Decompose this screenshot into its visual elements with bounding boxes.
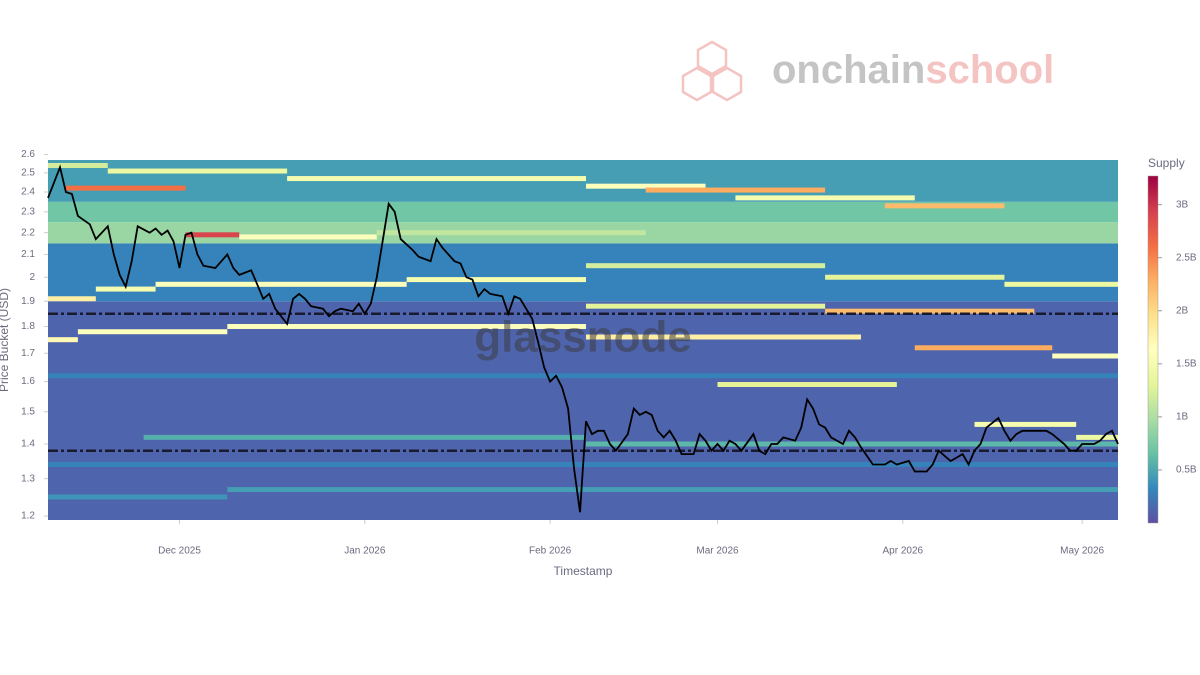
heat-cell [376, 230, 646, 236]
y-tick-label: 2.6 [21, 149, 35, 160]
y-tick-label: 2.3 [21, 207, 35, 218]
heat-cell [239, 234, 377, 240]
heat-cell [825, 274, 1005, 280]
heat-row [48, 201, 1118, 223]
x-tick-label: Mar 2026 [696, 546, 739, 557]
heat-cell [48, 337, 78, 343]
x-tick-label: May 2026 [1060, 546, 1104, 557]
brand-part: school [925, 48, 1054, 92]
y-tick-label: 2.2 [21, 227, 35, 238]
heat-cell [645, 187, 826, 193]
heat-cell [48, 162, 108, 168]
heat-cell [585, 334, 861, 340]
heat-cell [717, 382, 897, 388]
heat-cell [585, 441, 1118, 447]
heat-cell [1004, 281, 1118, 287]
colorbar [1147, 175, 1159, 524]
heat-row [48, 243, 1118, 302]
y-tick-label: 1.8 [21, 321, 35, 332]
x-tick-label: Jan 2026 [344, 546, 386, 557]
heat-cell [884, 203, 1005, 209]
heat-cell [227, 487, 1119, 493]
x-tick-label: Apr 2026 [883, 546, 924, 557]
heat-cell [65, 185, 186, 191]
heat-cell [735, 195, 915, 201]
y-tick-label: 1.4 [21, 439, 35, 450]
heat-cell [95, 286, 156, 292]
y-tick-label: 1.9 [21, 296, 35, 307]
heat-row [48, 301, 1118, 520]
plot-area [47, 160, 1119, 520]
y-axis-title: Price Bucket (USD) [0, 288, 11, 392]
heat-cell [107, 168, 288, 174]
x-axis-title: Timestamp [554, 564, 613, 578]
brand-part: onchain [772, 48, 925, 92]
watermark: glassnode [474, 313, 692, 362]
heat-cell [227, 324, 586, 330]
y-tick-label: 1.5 [21, 406, 35, 417]
y-tick-label: 1.3 [21, 473, 35, 484]
y-tick-label: 1.7 [21, 348, 35, 359]
heat-cell [974, 421, 1077, 427]
y-tick-label: 2.1 [21, 249, 35, 260]
heat-cell [185, 232, 240, 238]
heat-cell [48, 373, 1118, 379]
x-tick-label: Dec 2025 [158, 546, 201, 557]
heat-cell [585, 303, 826, 309]
y-tick-label: 2 [29, 272, 35, 283]
heat-cell [825, 308, 1035, 314]
colorbar-title: Supply [1148, 156, 1185, 170]
price-line [47, 164, 1119, 513]
brand-logo [681, 40, 743, 102]
colorbar-tick-label: 2B [1176, 305, 1189, 316]
y-tick-label: 2.5 [21, 168, 35, 179]
heat-cell [143, 434, 586, 440]
heat-cell [1052, 353, 1118, 359]
colorbar-tick-label: 1.5B [1176, 358, 1197, 369]
colorbar-tick-label: 2.5B [1176, 252, 1197, 263]
heat-cell [585, 183, 706, 189]
x-tick-label: Feb 2026 [529, 546, 572, 557]
heat-cell [48, 296, 96, 302]
heat-cell [48, 494, 228, 500]
heat-cell [585, 263, 826, 269]
colorbar-tick-label: 0.5B [1176, 465, 1197, 476]
colorbar-tick-label: 1B [1176, 412, 1189, 423]
heat-cell [914, 345, 1053, 351]
heat-cell [77, 329, 228, 335]
y-tick-label: 1.2 [21, 511, 35, 522]
y-tick-label: 2.4 [21, 187, 35, 198]
heat-cell [287, 176, 586, 182]
heat-cell [155, 281, 407, 287]
heat-cell [406, 277, 586, 283]
brand: onchainschool [772, 48, 1054, 92]
colorbar-tick-label: 3B [1176, 199, 1189, 210]
y-tick-label: 1.6 [21, 376, 35, 387]
heat-cell [1076, 434, 1118, 440]
